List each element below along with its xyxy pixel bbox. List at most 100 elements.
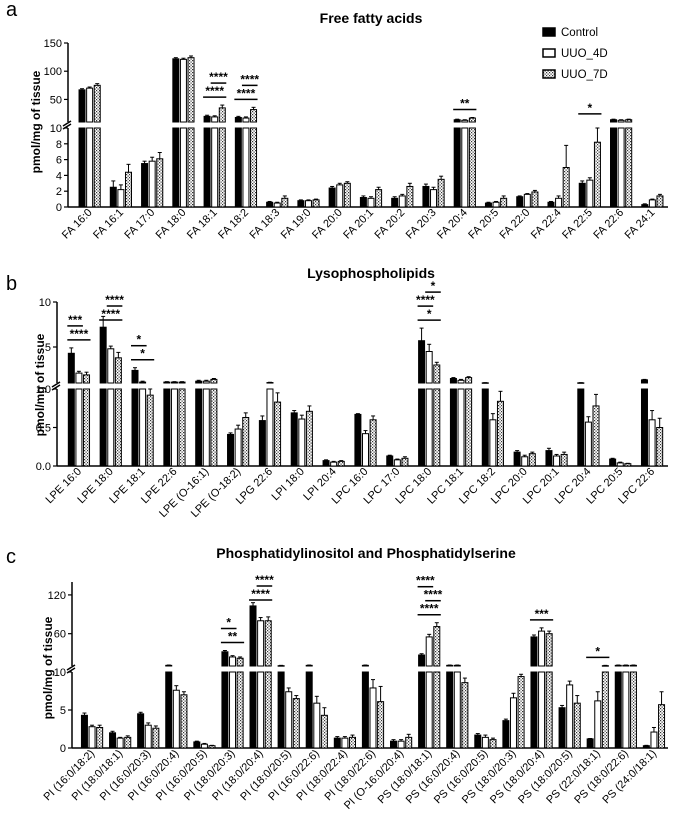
y-tick-label: 50 <box>50 94 62 106</box>
bar-uuo-7d <box>349 736 357 749</box>
bar-control <box>577 388 585 467</box>
bar-control <box>234 127 242 208</box>
bar-uuo-4d <box>88 726 96 749</box>
bar-uuo-7d <box>658 704 666 749</box>
bar-uuo-4d <box>170 381 178 384</box>
bar-uuo-7d <box>208 745 216 749</box>
axis-break-mark <box>66 667 76 674</box>
bar-control <box>513 451 521 467</box>
bar-uuo-7d <box>465 388 473 467</box>
bar-uuo-7d <box>531 191 539 208</box>
axis-break-mark <box>51 381 61 388</box>
bar-uuo-7d <box>264 620 272 667</box>
bar-control <box>391 197 399 208</box>
bar-control <box>141 163 149 208</box>
bar-control <box>165 671 173 749</box>
y-tick-label: 10 <box>54 667 66 679</box>
bar-control <box>109 186 117 208</box>
bar-uuo-4d <box>461 127 469 208</box>
bar-control <box>516 196 524 208</box>
bar-uuo-4d <box>584 421 592 467</box>
bar-control <box>277 671 285 749</box>
x-tick-label: FA 18:2 <box>216 207 251 242</box>
bar-control <box>131 369 139 384</box>
bar-control <box>449 388 457 467</box>
significance-label: * <box>136 333 141 347</box>
y-tick-label: 5 <box>45 342 51 354</box>
x-tick-label: FA 18:3 <box>247 207 282 242</box>
bar-uuo-7d <box>528 453 536 467</box>
bar-control <box>446 671 454 749</box>
bar-control <box>354 413 362 467</box>
bar-uuo-4d <box>586 179 594 208</box>
bar-uuo-7d <box>629 671 637 749</box>
bar-uuo-4d <box>313 702 321 749</box>
bar-control <box>640 379 648 384</box>
axis-break-mark <box>62 120 72 127</box>
bar-uuo-7d <box>656 427 664 467</box>
bar-uuo-4d <box>202 380 210 384</box>
bar-uuo-7d <box>305 410 313 467</box>
bar-uuo-7d <box>156 158 164 208</box>
bar-uuo-7d <box>210 378 218 384</box>
panel-a-ylabel: pmol/mg of tissue <box>29 70 43 173</box>
bar-control <box>422 185 430 208</box>
bar-uuo-7d <box>624 463 632 467</box>
bar-control <box>359 197 367 208</box>
bar-uuo-7d <box>562 167 570 208</box>
panel-c-title: Phosphatidylinositol and Phosphatidylser… <box>216 545 516 561</box>
bar-uuo-7d <box>124 171 132 208</box>
bar-control <box>203 115 211 123</box>
bar-control <box>545 450 553 467</box>
y-tick-label: 100 <box>44 66 62 78</box>
x-tick-label: FA 20:2 <box>373 207 408 242</box>
bar-uuo-4d <box>648 419 656 467</box>
x-tick-label: FA 20:4 <box>435 207 470 242</box>
significance-label: **** <box>420 602 439 616</box>
bar-uuo-7d <box>573 702 581 749</box>
bar-uuo-4d <box>257 620 265 667</box>
x-tick-label: FA 20:5 <box>466 207 501 242</box>
bar-uuo-4d <box>457 379 465 384</box>
bar-uuo-4d <box>492 201 500 208</box>
bar-uuo-7d <box>93 127 101 208</box>
bar-uuo-7d <box>187 57 195 123</box>
bar-uuo-4d <box>457 388 465 467</box>
panel-b-title: Lysophospholipids <box>307 265 435 281</box>
bar-control <box>530 636 538 667</box>
legend-swatch-control <box>542 27 556 37</box>
x-tick-label: FA 22:6 <box>591 207 626 242</box>
bar-uuo-4d <box>107 348 115 384</box>
axis-break-mark <box>51 384 61 391</box>
bar-control <box>249 671 257 749</box>
bar-control <box>609 458 617 467</box>
significance-label: **** <box>101 307 120 321</box>
bar-uuo-4d <box>298 418 306 467</box>
bar-control <box>195 380 203 384</box>
bar-control <box>586 738 594 749</box>
bar-uuo-4d <box>139 381 147 384</box>
panel-c-ylabel: pmol/mg of tissue <box>41 616 55 719</box>
bar-control <box>642 745 650 749</box>
bar-control <box>99 388 107 467</box>
significance-label: * <box>431 279 436 293</box>
bar-uuo-4d <box>489 419 497 467</box>
bar-control <box>131 388 139 467</box>
bar-uuo-7d <box>114 388 122 467</box>
legend-swatch-uuo-4d <box>542 48 556 58</box>
bar-uuo-7d <box>218 127 226 208</box>
bar-control <box>641 204 649 208</box>
bar-uuo-4d <box>397 740 405 749</box>
x-tick-label: FA 16:1 <box>91 207 126 242</box>
bar-uuo-7d <box>292 698 300 749</box>
bar-control <box>203 127 211 208</box>
bar-control <box>333 737 341 749</box>
bar-uuo-4d <box>229 671 237 749</box>
bar-uuo-4d <box>555 197 563 208</box>
bar-uuo-7d <box>264 671 272 749</box>
significance-label: **** <box>424 588 443 602</box>
bar-uuo-4d <box>144 724 152 749</box>
bar-uuo-4d <box>148 160 156 208</box>
